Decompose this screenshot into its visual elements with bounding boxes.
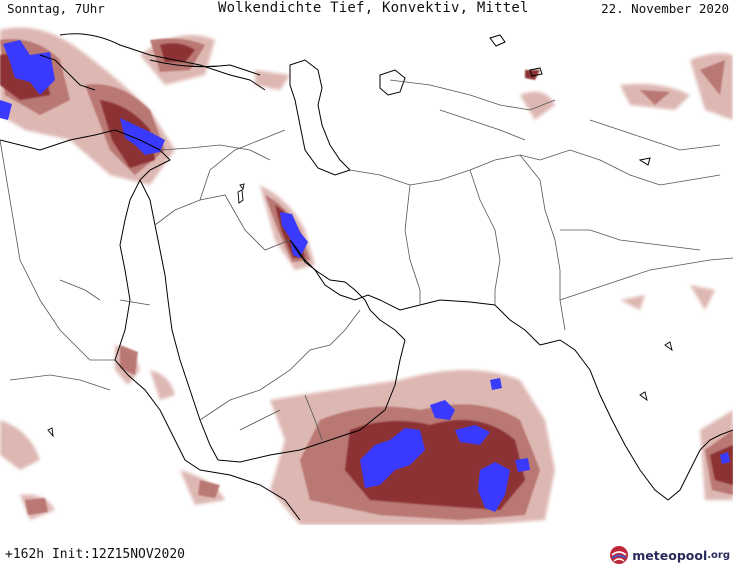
date-label: 22. November 2020: [601, 1, 729, 16]
border-layer: [0, 79, 733, 441]
logo-globe-icon: [610, 546, 629, 564]
weekday-time-label: Sonntag, 7Uhr: [7, 1, 105, 16]
logo-wordmark: meteopool: [632, 547, 708, 563]
cloud-convective: [0, 40, 730, 512]
logo-tld: .org: [707, 549, 730, 561]
coastline-layer: [0, 33, 733, 521]
weather-map: [0, 27, 733, 525]
header-bar: Sonntag, 7Uhr Wolkendichte Tief, Konvekt…: [0, 0, 733, 20]
meteopool-logo: meteopool .org: [609, 544, 730, 566]
island-layer: [47, 183, 673, 438]
forecast-run-label: +162h Init:12Z15NOV2020: [5, 547, 186, 562]
cloud-cover-layer: [0, 27, 733, 525]
footer-bar: +162h Init:12Z15NOV2020 meteopool .org: [0, 540, 733, 566]
cloud-dense: [0, 43, 733, 510]
map-title: Wolkendichte Tief, Konvektiv, Mittel: [218, 0, 529, 16]
